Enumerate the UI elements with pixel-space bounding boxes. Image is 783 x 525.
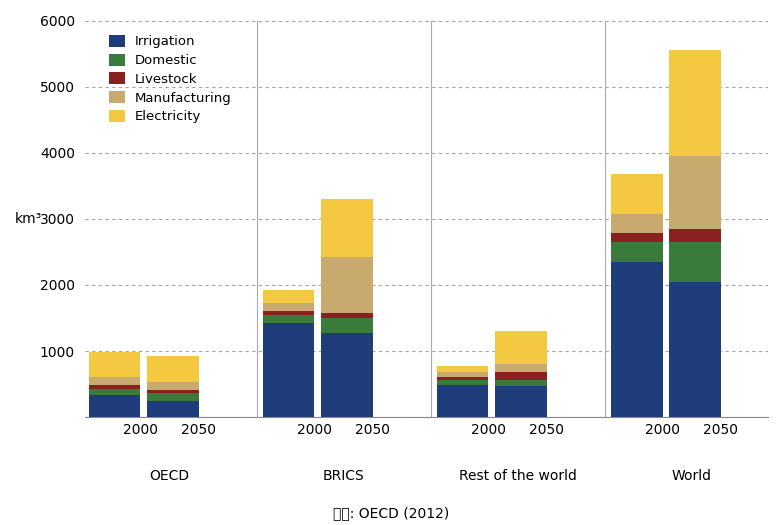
Bar <box>496 364 547 372</box>
Bar <box>669 242 721 281</box>
Bar <box>611 262 662 417</box>
Text: OECD: OECD <box>150 469 189 483</box>
Bar <box>321 199 373 257</box>
Bar <box>263 290 315 303</box>
Bar <box>669 229 721 242</box>
Bar <box>611 234 662 242</box>
Bar <box>263 314 315 323</box>
Text: Rest of the world: Rest of the world <box>459 469 576 483</box>
Bar <box>669 156 721 229</box>
Legend: Irrigation, Domestic, Livestock, Manufacturing, Electricity: Irrigation, Domestic, Livestock, Manufac… <box>105 31 236 127</box>
Text: BRICS: BRICS <box>323 469 364 483</box>
Bar <box>147 390 199 393</box>
Bar <box>496 380 547 386</box>
Bar <box>611 174 662 214</box>
Text: World: World <box>672 469 712 483</box>
Bar <box>263 323 315 417</box>
Bar <box>89 352 140 377</box>
Bar <box>496 386 547 417</box>
Bar <box>437 365 489 372</box>
Bar <box>147 356 199 382</box>
Bar <box>437 380 489 385</box>
Bar <box>321 313 373 318</box>
Bar <box>89 385 140 389</box>
Bar <box>89 377 140 385</box>
Bar <box>611 214 662 234</box>
Bar <box>496 331 547 364</box>
Bar <box>437 385 489 417</box>
Bar <box>147 382 199 390</box>
Bar <box>437 372 489 377</box>
Bar <box>437 377 489 380</box>
Text: 자료: OECD (2012): 자료: OECD (2012) <box>334 506 449 520</box>
Bar <box>321 333 373 417</box>
Bar <box>89 395 140 417</box>
Bar <box>321 318 373 333</box>
Bar <box>496 372 547 380</box>
Bar <box>669 50 721 156</box>
Bar <box>321 257 373 313</box>
Bar <box>263 311 315 314</box>
Y-axis label: km³: km³ <box>15 212 42 226</box>
Bar <box>147 401 199 417</box>
Bar <box>669 281 721 417</box>
Bar <box>611 242 662 262</box>
Bar <box>147 393 199 401</box>
Bar <box>89 389 140 395</box>
Bar <box>263 303 315 311</box>
